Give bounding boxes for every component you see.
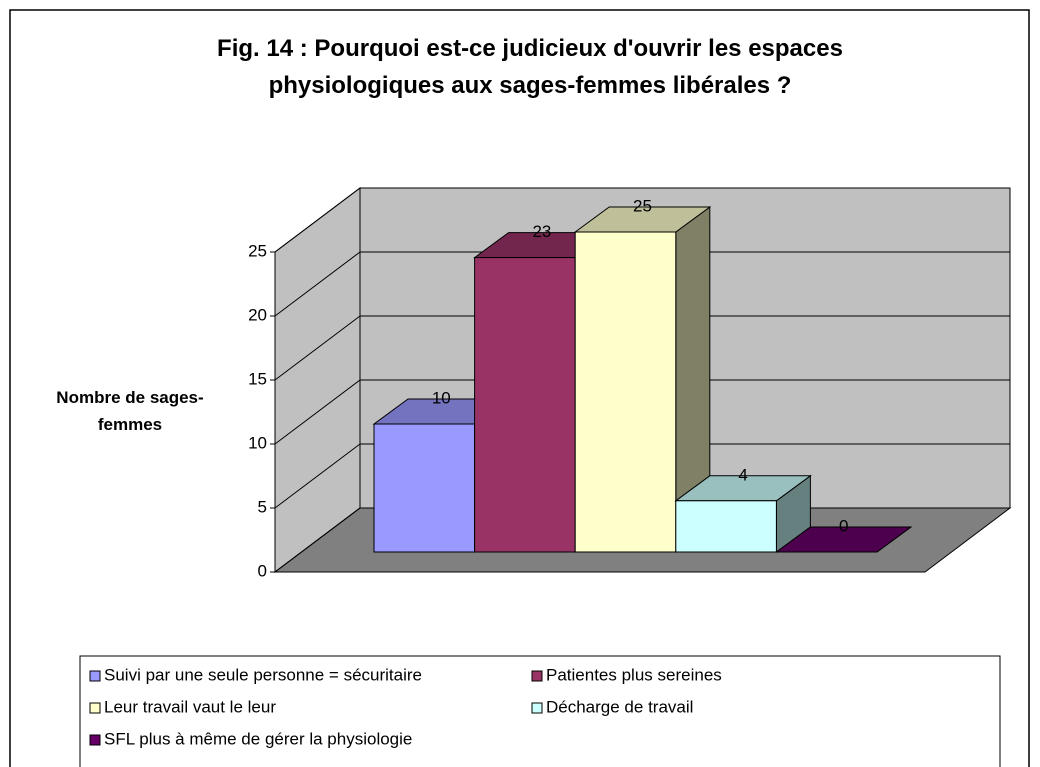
legend-swatch: [89, 702, 101, 714]
y-tick-label: 25: [248, 241, 267, 260]
value-label: 0: [839, 516, 848, 535]
legend-label: Leur travail vaut le leur: [104, 697, 276, 716]
side-wall: [274, 186, 361, 574]
grid-line: [274, 443, 361, 509]
bar: [675, 500, 777, 553]
value-label: 23: [532, 222, 551, 241]
y-tick-label: 0: [258, 561, 267, 580]
legend-swatch: [89, 670, 101, 682]
bar: [373, 423, 476, 553]
grid-line: [274, 187, 361, 253]
legend-label: Patientes plus sereines: [546, 665, 722, 684]
legend-label: Décharge de travail: [546, 697, 693, 716]
y-tick-label: 10: [248, 433, 267, 452]
legend-label: Suivi par une seule personne = sécuritai…: [104, 665, 422, 684]
y-tick-label: 5: [258, 497, 267, 516]
legend-label: SFL plus à même de gérer la physiologie: [104, 729, 412, 748]
legend-swatch: [531, 670, 543, 682]
y-axis-label: Nombre de sages-femmes: [56, 388, 204, 434]
value-label: 10: [432, 388, 451, 407]
bar-top: [774, 526, 913, 553]
y-tick-label: 20: [248, 305, 267, 324]
value-label: 4: [738, 465, 747, 484]
bar: [474, 257, 576, 553]
grid-line: [274, 379, 361, 445]
grid-line: [274, 251, 361, 317]
y-tick-label: 15: [248, 369, 267, 388]
chart-title: Fig. 14 : Pourquoi est-ce judicieux d'ou…: [217, 35, 843, 99]
bar: [574, 231, 677, 553]
value-label: 25: [633, 196, 652, 215]
grid-line: [274, 507, 361, 573]
legend-swatch: [531, 702, 543, 714]
legend-swatch: [89, 734, 101, 746]
grid-line: [274, 315, 361, 381]
